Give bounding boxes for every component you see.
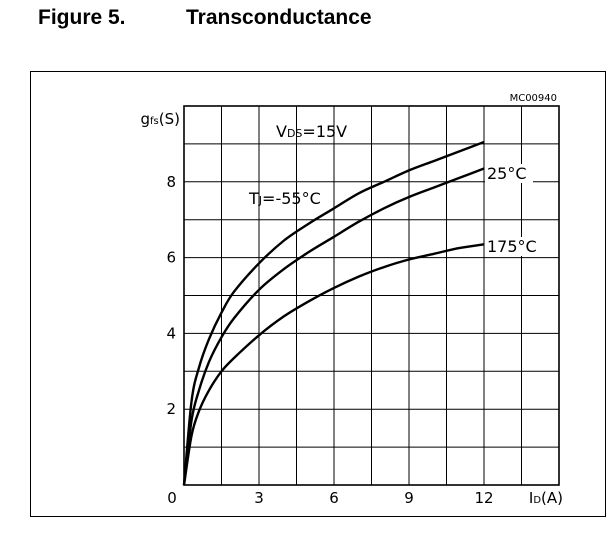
grid bbox=[183, 105, 560, 486]
curve-series-0 bbox=[182, 140, 485, 486]
series-label-bg-1 bbox=[485, 164, 533, 183]
x-axis-label: ID(A) bbox=[529, 489, 563, 507]
x-tick-label-0: 0 bbox=[167, 489, 177, 507]
condition-annotation: VDS=15V bbox=[276, 122, 347, 141]
figure-number: Figure 5. bbox=[38, 6, 126, 29]
series-label-bg-2 bbox=[485, 237, 543, 256]
figure-caption: Transconductance bbox=[186, 6, 372, 29]
y-tick-label-4: 4 bbox=[166, 324, 176, 342]
plot-area-border bbox=[183, 105, 560, 486]
series-label-0: TJ=-55°C bbox=[248, 189, 321, 208]
curves bbox=[182, 140, 485, 486]
x-tick-label-12: 12 bbox=[474, 489, 493, 507]
chart-code: MC00940 bbox=[510, 93, 557, 104]
y-tick-label-2: 2 bbox=[166, 400, 176, 418]
curve-series-1 bbox=[182, 167, 485, 486]
y-tick-label-8: 8 bbox=[166, 173, 176, 191]
x-tick-label-9: 9 bbox=[404, 489, 414, 507]
chart-frame bbox=[30, 71, 606, 517]
series-label-1: 25°C bbox=[487, 164, 527, 183]
curve-series-2 bbox=[182, 243, 485, 486]
y-axis-label: gfs(S) bbox=[141, 110, 181, 128]
x-tick-label-6: 6 bbox=[329, 489, 339, 507]
labels: MC00940 0 3 6 9 12 2 4 6 8 ID(A) gfs(S) VDS=15V TJ=-5… bbox=[141, 93, 564, 507]
x-tick-label-3: 3 bbox=[254, 489, 264, 507]
figure-title: Figure 5. Transconductance bbox=[38, 6, 372, 30]
y-tick-label-6: 6 bbox=[166, 249, 176, 267]
series-label-2: 175°C bbox=[487, 237, 537, 256]
